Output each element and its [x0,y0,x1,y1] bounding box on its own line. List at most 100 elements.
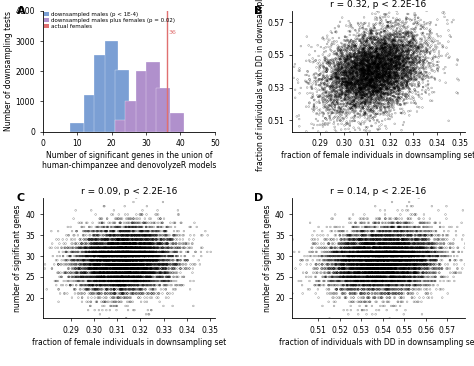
Point [104,224,111,230]
Point [380,78,387,84]
Point [366,46,374,52]
Point [146,257,154,263]
Point [378,270,385,276]
Point [91,253,98,259]
Point [399,220,407,226]
Point [131,257,139,263]
Point [118,245,126,251]
Point [319,86,326,92]
Point [371,245,378,251]
Point [355,253,363,259]
Point [132,249,139,255]
Point [379,249,386,255]
Point [360,253,368,259]
Point [331,232,338,238]
Point [76,253,83,259]
Point [332,72,340,78]
Point [328,41,336,47]
Point [116,266,124,272]
Point [417,245,425,251]
Point [405,236,413,242]
Point [152,270,159,276]
Point [404,249,412,255]
Point [406,39,414,45]
Point [342,257,349,263]
Point [371,34,378,40]
Point [373,64,380,70]
Point [150,228,157,234]
Point [370,245,377,251]
Point [361,253,369,259]
Point [363,70,371,76]
Point [339,85,347,91]
Point [323,81,331,87]
Point [436,241,443,247]
Point [358,66,366,72]
Point [415,253,422,259]
Point [351,74,359,80]
Point [99,249,107,255]
Point [128,245,136,251]
Point [77,261,84,267]
Point [324,67,331,73]
Point [122,249,130,255]
Point [392,261,400,267]
Point [357,245,365,251]
Point [337,84,344,90]
Point [389,27,397,33]
Point [415,83,423,89]
Point [390,60,398,66]
Point [79,261,86,267]
Point [402,48,410,54]
Point [343,38,350,44]
Point [128,261,136,267]
Point [123,249,130,255]
Point [111,291,118,296]
Point [137,249,144,255]
Point [92,270,100,276]
Point [379,241,386,247]
Point [93,278,101,284]
Point [406,257,413,263]
Point [157,274,165,280]
Point [376,278,383,284]
Point [160,249,167,255]
Point [382,249,390,255]
Point [143,232,150,238]
Point [396,56,404,62]
Point [382,38,389,44]
Point [334,253,342,259]
Point [126,274,133,280]
Point [366,55,374,61]
Point [387,82,395,87]
Point [357,61,365,67]
Point [100,203,108,209]
Point [365,236,372,242]
Point [379,70,387,75]
Point [106,245,114,251]
Point [387,44,394,50]
Point [71,274,78,280]
Point [374,64,382,70]
Point [116,266,124,272]
Point [112,253,120,259]
Point [114,253,121,259]
Point [394,73,402,79]
Point [416,257,423,263]
Point [115,257,123,263]
Point [407,278,415,284]
Point [362,236,369,242]
Point [389,72,397,78]
Point [363,307,371,313]
Point [372,71,380,77]
Point [355,99,362,105]
Point [340,261,348,267]
Point [369,261,376,267]
Point [89,261,97,267]
Point [78,245,85,251]
Point [365,54,373,60]
Point [373,241,380,247]
Point [118,278,126,284]
Point [350,257,357,263]
Point [154,253,161,259]
